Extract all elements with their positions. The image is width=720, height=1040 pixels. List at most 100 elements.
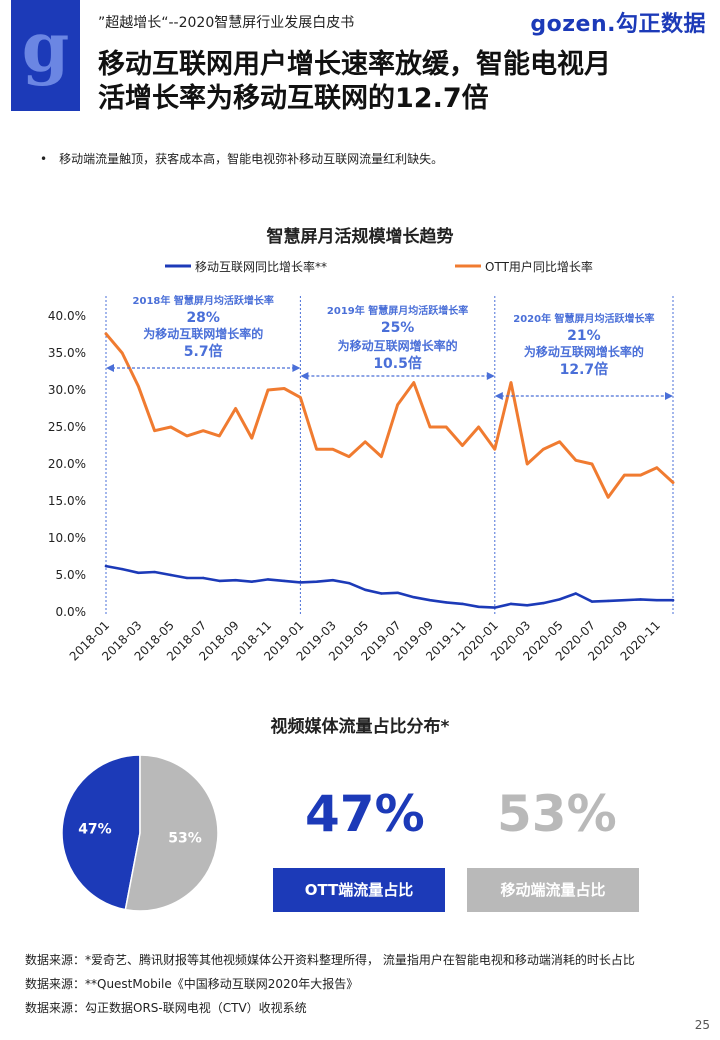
page-number: 25 bbox=[694, 1018, 710, 1032]
page-headline: 移动互联网用户增长速率放缓，智能电视月 活增长率为移动互联网的12.7倍 bbox=[98, 48, 688, 116]
data-point bbox=[315, 448, 318, 451]
data-point bbox=[623, 598, 626, 602]
data-point bbox=[315, 580, 318, 583]
data-point bbox=[169, 425, 172, 429]
pie-chart-title: 视频媒体流量占比分布* bbox=[270, 717, 450, 737]
data-point bbox=[331, 578, 334, 582]
annotation-desc: 为移动互联网增长率的 bbox=[524, 344, 644, 359]
data-point bbox=[461, 602, 464, 606]
data-point bbox=[380, 592, 383, 595]
data-point bbox=[493, 448, 496, 451]
data-point bbox=[655, 598, 658, 602]
data-point bbox=[526, 604, 529, 607]
data-point bbox=[104, 332, 108, 335]
data-point bbox=[364, 440, 367, 443]
annotation-multiple: 12.7倍 bbox=[560, 361, 609, 378]
y-tick-label: 20.0% bbox=[48, 457, 86, 471]
y-tick-label: 5.0% bbox=[56, 568, 87, 582]
data-point bbox=[202, 429, 205, 432]
data-point bbox=[218, 434, 221, 438]
arrow-head-left bbox=[300, 372, 309, 380]
annotation-rate: 28% bbox=[186, 310, 220, 326]
data-point bbox=[331, 448, 334, 451]
data-point bbox=[185, 434, 189, 438]
report-subtitle: ”超越增长“--2020智慧屏行业发展白皮书 bbox=[98, 15, 355, 31]
line-chart: 0.0% 5.0% 10.0% 15.0% 20.0% 25.0% 30.0% 35.0% 40… bbox=[48, 259, 675, 664]
annotation-desc: 为移动互联网增长率的 bbox=[143, 326, 263, 341]
data-point bbox=[347, 455, 351, 458]
data-point bbox=[299, 396, 302, 399]
data-point bbox=[218, 579, 221, 583]
data-point bbox=[266, 388, 270, 392]
data-point bbox=[169, 573, 172, 577]
pie-slice-label: 53% bbox=[168, 830, 202, 846]
data-point bbox=[137, 385, 140, 388]
data-point bbox=[250, 580, 253, 583]
annotation-rate: 25% bbox=[381, 320, 415, 336]
data-point bbox=[234, 407, 237, 410]
data-point bbox=[671, 481, 675, 484]
data-point bbox=[477, 605, 480, 609]
data-point bbox=[121, 351, 124, 355]
y-tick-label: 30.0% bbox=[48, 383, 86, 397]
annotation-rate: 21% bbox=[567, 328, 601, 344]
y-tick-label: 40.0% bbox=[48, 309, 86, 323]
logo: g bbox=[11, 0, 80, 111]
data-point bbox=[445, 425, 448, 429]
annotation-desc: 为移动互联网增长率的 bbox=[338, 338, 458, 353]
data-point bbox=[607, 496, 610, 499]
data-point bbox=[590, 600, 594, 603]
line-chart-title: 智慧屏月活规模增长趋势 bbox=[266, 227, 454, 247]
pie-slice-label: 47% bbox=[78, 822, 112, 838]
data-point bbox=[153, 570, 156, 574]
brand-logo: gozen.勾正数据 bbox=[530, 12, 706, 37]
arrow-head-right bbox=[292, 364, 301, 372]
source-note-3: 数据来源：勾正数据ORS-联网电视（CTV）收视系统 bbox=[25, 1001, 307, 1015]
data-point bbox=[347, 581, 351, 585]
data-point bbox=[623, 473, 626, 477]
data-point bbox=[283, 579, 286, 583]
data-point bbox=[542, 448, 545, 451]
bullet-text: 移动端流量触顶，获客成本高，智能电视弥补移动互联网流量红利缺失。 bbox=[59, 152, 444, 166]
pie-slice bbox=[61, 754, 141, 911]
data-point bbox=[185, 576, 189, 580]
series-line bbox=[104, 332, 675, 499]
headline-line-2: 活增长率为移动互联网的12.7倍 bbox=[98, 83, 489, 114]
y-tick-label: 25.0% bbox=[48, 420, 86, 434]
y-tick-label: 0.0% bbox=[56, 605, 87, 619]
mobile-share-value: 53% bbox=[497, 785, 617, 843]
source-note-2: 数据来源：**QuestMobile《中国移动互联网2020年大报告》 bbox=[25, 977, 359, 991]
data-point bbox=[655, 466, 658, 469]
data-point bbox=[493, 606, 496, 609]
arrow-head-left bbox=[106, 364, 114, 372]
annotation-multiple: 10.5倍 bbox=[373, 355, 422, 372]
data-point bbox=[639, 473, 642, 477]
data-point bbox=[639, 598, 642, 601]
data-point bbox=[266, 578, 270, 581]
data-point bbox=[380, 455, 383, 458]
series-line bbox=[104, 564, 675, 609]
data-point bbox=[445, 601, 448, 604]
y-tick-label: 35.0% bbox=[48, 346, 86, 360]
data-point bbox=[542, 601, 545, 605]
annotation-year: 2020年 智慧屏月均活跃增长率 bbox=[513, 312, 654, 325]
bullet-dot: • bbox=[40, 152, 48, 166]
data-point bbox=[234, 578, 237, 582]
legend-label: OTT用户同比增长率 bbox=[485, 259, 593, 274]
annotation-multiple: 5.7倍 bbox=[184, 343, 223, 360]
data-point bbox=[509, 381, 513, 384]
data-point bbox=[574, 592, 577, 595]
data-point bbox=[364, 588, 367, 591]
annotation-year: 2019年 智慧屏月均活跃增长率 bbox=[327, 304, 468, 317]
annotation-year: 2018年 智慧屏月均活跃增长率 bbox=[133, 294, 274, 307]
mobile-share-label: 移动端流量占比 bbox=[467, 868, 639, 912]
data-point bbox=[396, 591, 399, 594]
arrow-head-right bbox=[665, 392, 673, 400]
data-point bbox=[574, 459, 577, 462]
arrow-head-left bbox=[494, 392, 503, 400]
data-point bbox=[428, 598, 432, 602]
legend-label: 移动互联网同比增长率** bbox=[195, 259, 327, 274]
data-point bbox=[461, 444, 464, 447]
data-point bbox=[671, 598, 675, 602]
logo-letter: g bbox=[21, 8, 70, 88]
